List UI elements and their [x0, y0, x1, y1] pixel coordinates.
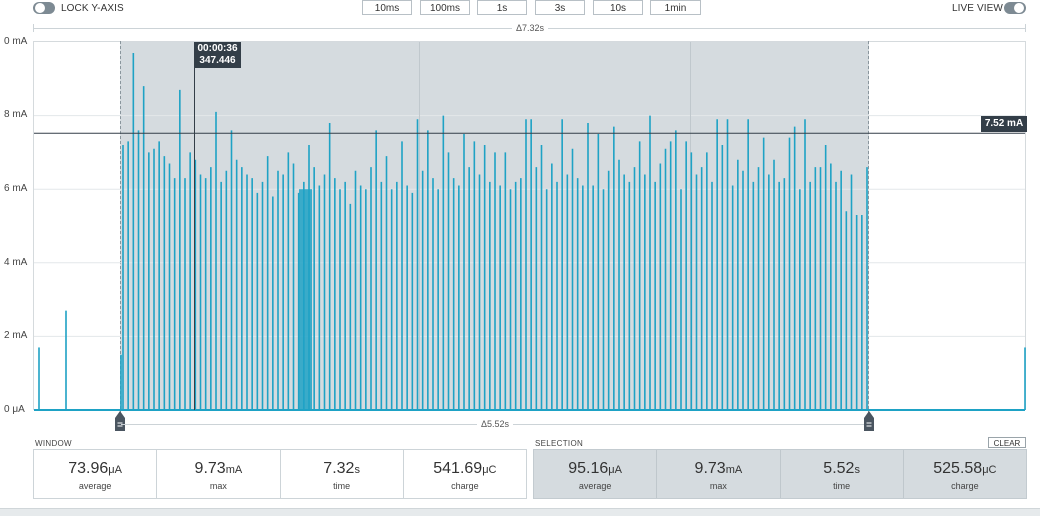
window-time-unit: s [354, 464, 360, 476]
lock-y-axis-label: LOCK Y-AXIS [61, 3, 124, 14]
window-range-start-tick [33, 24, 34, 32]
window-max-cell: 9.73mA max [157, 450, 281, 498]
window-charge-value: 541.69 [433, 460, 483, 477]
window-time-caption: time [333, 481, 351, 491]
window-range-end-tick [1025, 24, 1026, 32]
zoom-10ms-button[interactable]: 10ms [362, 0, 412, 15]
threshold-label[interactable]: 7.52 mA [981, 116, 1027, 132]
clear-selection-button[interactable]: CLEAR [988, 437, 1026, 448]
pulse-burst [299, 189, 312, 410]
selection-stats-panel: 95.16μA average 9.73mA max 5.52s time 52… [533, 449, 1027, 499]
window-section-label: WINDOW [35, 439, 72, 448]
selection-max-unit: mA [725, 464, 743, 476]
y-tick-label: 2 mA [4, 330, 28, 341]
window-charge-cell: 541.69μC charge [404, 450, 526, 498]
y-tick-label: 0 mA [4, 36, 28, 47]
selection-average-caption: average [578, 481, 612, 491]
selection-start-handle[interactable] [115, 411, 125, 431]
selection-time-value: 5.52 [823, 460, 855, 477]
cursor-time: 00:00:36 [197, 43, 238, 54]
cursor-tooltip: 00:00:36 347.446 [194, 42, 241, 68]
toggle-knob [1014, 3, 1024, 13]
window-average-caption: average [78, 481, 112, 491]
selection-charge-unit: μC [982, 464, 997, 476]
zoom-10s-button[interactable]: 10s [593, 0, 643, 15]
window-time-cell: 7.32s time [281, 450, 404, 498]
selection-time-cell: 5.52s time [781, 450, 904, 498]
zoom-100ms-button[interactable]: 100ms [420, 0, 470, 15]
zoom-3s-button[interactable]: 3s [535, 0, 585, 15]
selection-average-unit: μA [608, 464, 622, 476]
y-tick-label: 0 μA [4, 404, 25, 415]
lock-y-axis-toggle[interactable] [33, 2, 55, 14]
y-tick-label: 8 mA [4, 109, 28, 120]
selection-end-handle[interactable] [864, 411, 874, 431]
selection-section-label: SELECTION [535, 439, 584, 448]
selection-charge-caption: charge [951, 481, 979, 491]
window-delta-label: Δ7.32s [512, 23, 549, 33]
live-view-label: LIVE VIEW [952, 3, 1003, 14]
selection-max-cell: 9.73mA max [657, 450, 781, 498]
y-tick-label: 6 mA [4, 183, 28, 194]
selection-max-value: 9.73 [694, 460, 726, 477]
selection-delta-label: Δ5.52s [477, 419, 514, 429]
live-view-toggle[interactable] [1004, 2, 1026, 14]
window-charge-caption: charge [451, 481, 479, 491]
selection-charge-cell: 525.58μC charge [904, 450, 1026, 498]
zoom-1min-button[interactable]: 1min [650, 0, 701, 15]
selection-time-caption: time [833, 481, 851, 491]
y-tick-label: 4 mA [4, 257, 28, 268]
window-max-caption: max [209, 481, 227, 491]
window-average-value: 73.96 [68, 460, 109, 477]
window-stats-panel: 73.96μA average 9.73mA max 7.32s time 54… [33, 449, 527, 499]
window-charge-unit: μC [482, 464, 497, 476]
window-time-value: 7.32 [323, 460, 355, 477]
cursor-value: 347.446 [199, 55, 236, 66]
window-average-unit: μA [108, 464, 122, 476]
selection-average-cell: 95.16μA average [534, 450, 658, 498]
selection-charge-value: 525.58 [933, 460, 983, 477]
selection-time-unit: s [854, 464, 860, 476]
window-max-value: 9.73 [194, 460, 226, 477]
window-max-unit: mA [225, 464, 243, 476]
selection-average-value: 95.16 [568, 460, 609, 477]
bottom-scroll-strip [0, 508, 1040, 516]
zoom-1s-button[interactable]: 1s [477, 0, 527, 15]
selection-max-caption: max [709, 481, 727, 491]
window-average-cell: 73.96μA average [34, 450, 158, 498]
current-chart[interactable] [0, 0, 1040, 436]
toggle-knob [35, 3, 45, 13]
